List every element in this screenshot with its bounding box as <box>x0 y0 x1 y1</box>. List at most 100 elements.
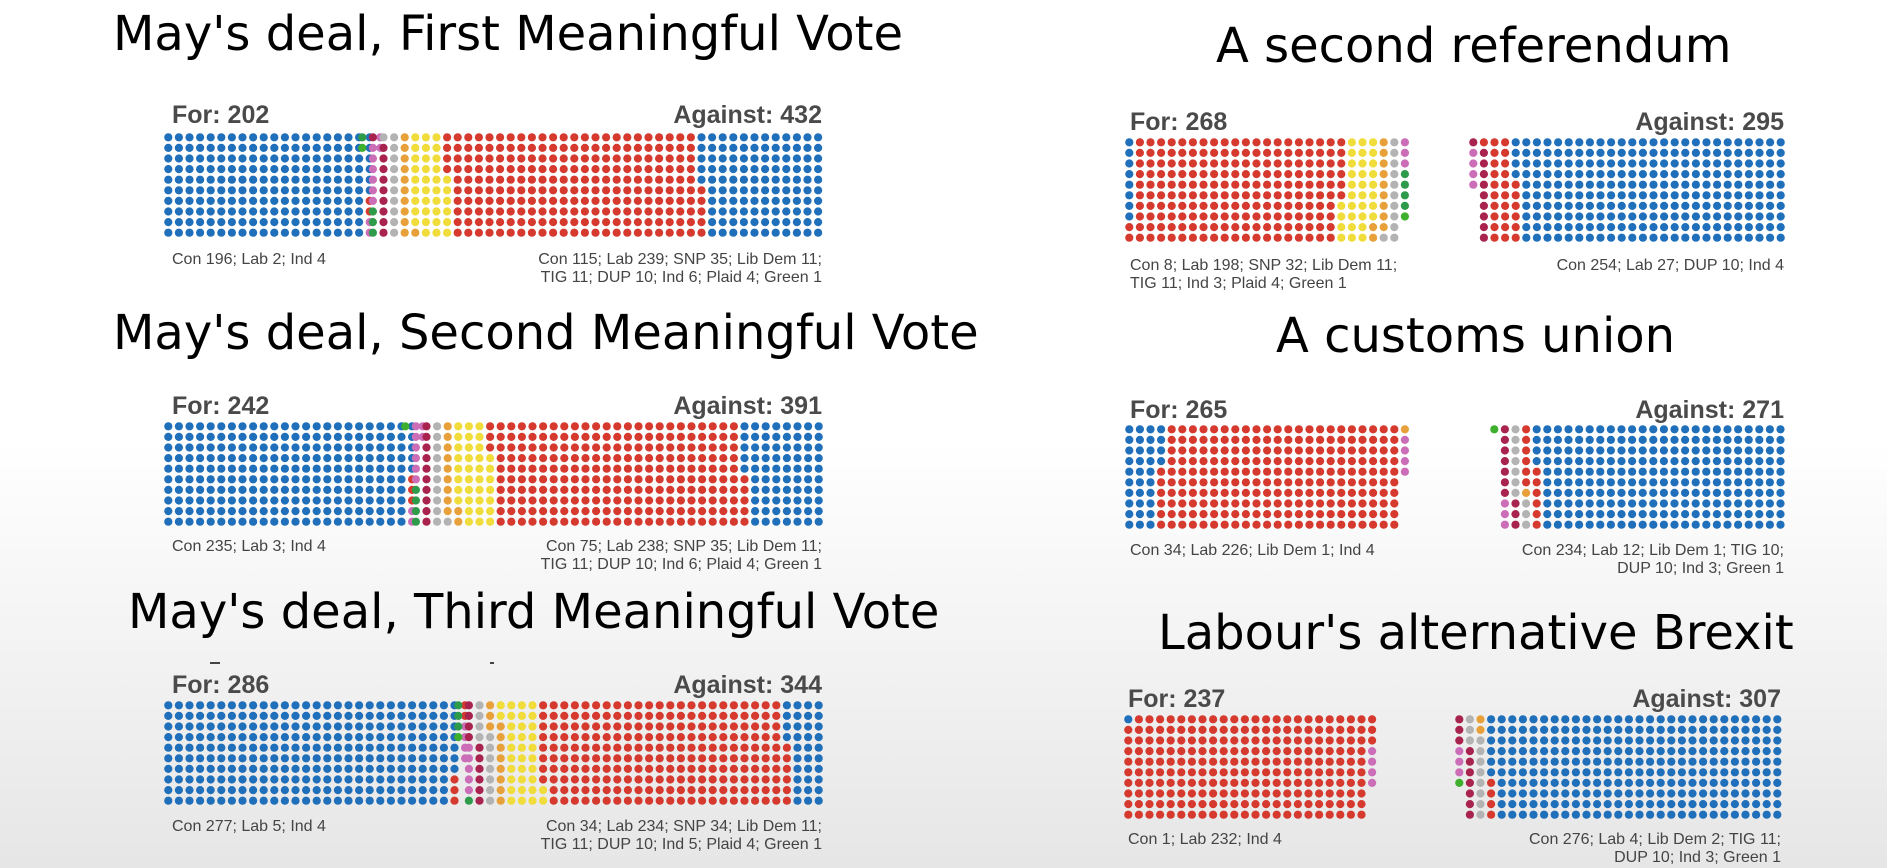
mp-dot-lab <box>538 154 547 163</box>
mp-dot-lab <box>645 443 654 452</box>
mp-dot-con <box>793 796 802 805</box>
mp-dot-con <box>174 475 183 484</box>
mp-dot-lab <box>666 517 675 526</box>
mp-dot-con <box>1691 520 1700 529</box>
mp-dot-lab <box>613 722 622 731</box>
mp-dot-lab <box>1156 789 1165 798</box>
mp-dot-con <box>1691 223 1700 232</box>
mp-dot-lab <box>666 507 675 516</box>
mp-dot-con <box>344 432 353 441</box>
for-count: For: 286 <box>172 671 270 699</box>
mp-dot-lab <box>1294 223 1303 232</box>
mp-dot-lab <box>708 764 717 773</box>
mp-dot-con <box>1659 510 1668 519</box>
mp-dot-con <box>227 454 236 463</box>
mp-dot-lab <box>602 432 611 441</box>
mp-dot-lab <box>1199 148 1208 157</box>
mp-dot-con <box>1146 510 1155 519</box>
mp-dot-con <box>1125 467 1134 476</box>
mp-dot-con <box>814 143 823 152</box>
mp-dot-lab <box>1273 191 1282 200</box>
mp-dot-con <box>196 143 205 152</box>
mp-dot-lab <box>772 754 781 763</box>
mp-dot-lab <box>1490 159 1499 168</box>
mp-dot-con <box>1564 435 1573 444</box>
mp-dot-lab <box>1294 180 1303 189</box>
mp-dot-lab <box>1167 435 1176 444</box>
mp-dot-lab <box>1337 446 1346 455</box>
mp-dot-lab <box>1251 715 1260 724</box>
mp-dot-ind <box>368 143 377 152</box>
mp-dot-con <box>196 228 205 237</box>
mp-dot-con <box>814 228 823 237</box>
mp-dot-con <box>1628 435 1637 444</box>
mp-dot-con <box>1709 725 1718 734</box>
mp-dot-snp <box>1369 201 1378 210</box>
mp-dot-tig <box>1476 789 1485 798</box>
mp-dot-tig <box>390 186 399 195</box>
mp-dot-con <box>365 454 374 463</box>
mp-dot-lab <box>1199 520 1208 529</box>
mp-dot-con <box>185 722 194 731</box>
mp-dot-dup <box>1500 425 1509 434</box>
mp-dot-lab <box>1263 510 1272 519</box>
mp-dot-tig <box>1390 201 1399 210</box>
mp-dot-lab <box>1124 810 1133 819</box>
mp-dot-lab <box>581 507 590 516</box>
mp-dot-con <box>1688 768 1697 777</box>
mp-dot-lab <box>1241 223 1250 232</box>
mp-dot-lab <box>1316 180 1325 189</box>
mp-dot-lab <box>1166 715 1175 724</box>
mp-dot-lab <box>1293 800 1302 809</box>
mp-dot-con <box>418 764 427 773</box>
mp-dot-con <box>814 165 823 174</box>
mp-dot-libdem <box>486 711 495 720</box>
mp-dot-con <box>217 733 226 742</box>
mp-dot-con <box>1702 180 1711 189</box>
mp-dot-lab <box>708 464 717 473</box>
mp-dot-lab <box>1326 201 1335 210</box>
mp-dot-con <box>323 207 332 216</box>
mp-dot-con <box>1596 201 1605 210</box>
mp-dot-ind <box>368 154 377 163</box>
mp-dot-lab <box>1188 233 1197 242</box>
mp-dot-con <box>280 143 289 152</box>
mp-dot-lab <box>1157 467 1166 476</box>
mp-dot-lab <box>1166 747 1175 756</box>
mp-dot-con <box>302 454 311 463</box>
mp-dot-lab <box>570 786 579 795</box>
mp-dot-con <box>249 154 258 163</box>
mp-dot-lab <box>474 143 483 152</box>
mp-dot-con <box>323 722 332 731</box>
mp-dot-lab <box>1231 212 1240 221</box>
mp-dot-con <box>1734 170 1743 179</box>
mp-dot-snp <box>454 485 463 494</box>
mp-dot-con <box>1529 747 1538 756</box>
mp-dot-lab <box>517 133 526 142</box>
mp-dot-lab <box>1262 768 1271 777</box>
mp-dot-lab <box>539 733 548 742</box>
mp-dot-lab <box>1231 138 1240 147</box>
mp-dot-con <box>1734 467 1743 476</box>
mp-dot-lab <box>1135 233 1144 242</box>
mp-dot-con <box>376 432 385 441</box>
mp-dot-con <box>739 186 748 195</box>
mp-dot-lab <box>719 796 728 805</box>
mp-dot-lab <box>1167 233 1176 242</box>
mp-dot-lab <box>464 154 473 163</box>
mp-dot-lab <box>1501 201 1510 210</box>
mp-dot-con <box>751 432 760 441</box>
mp-dot-con <box>793 422 802 431</box>
mp-dot-con <box>1681 435 1690 444</box>
mp-dot-lab <box>1241 191 1250 200</box>
mp-dot-con <box>1617 180 1626 189</box>
mp-dot-con <box>1765 435 1774 444</box>
mp-dot-con <box>312 485 321 494</box>
mp-dot-con <box>333 175 342 184</box>
mp-dot-con <box>302 786 311 795</box>
mp-dot-lab <box>485 154 494 163</box>
mp-dot-libdem <box>443 507 452 516</box>
mp-dot-lab <box>1252 212 1261 221</box>
against-dot-matrix <box>358 133 823 237</box>
mp-dot-con <box>238 733 247 742</box>
